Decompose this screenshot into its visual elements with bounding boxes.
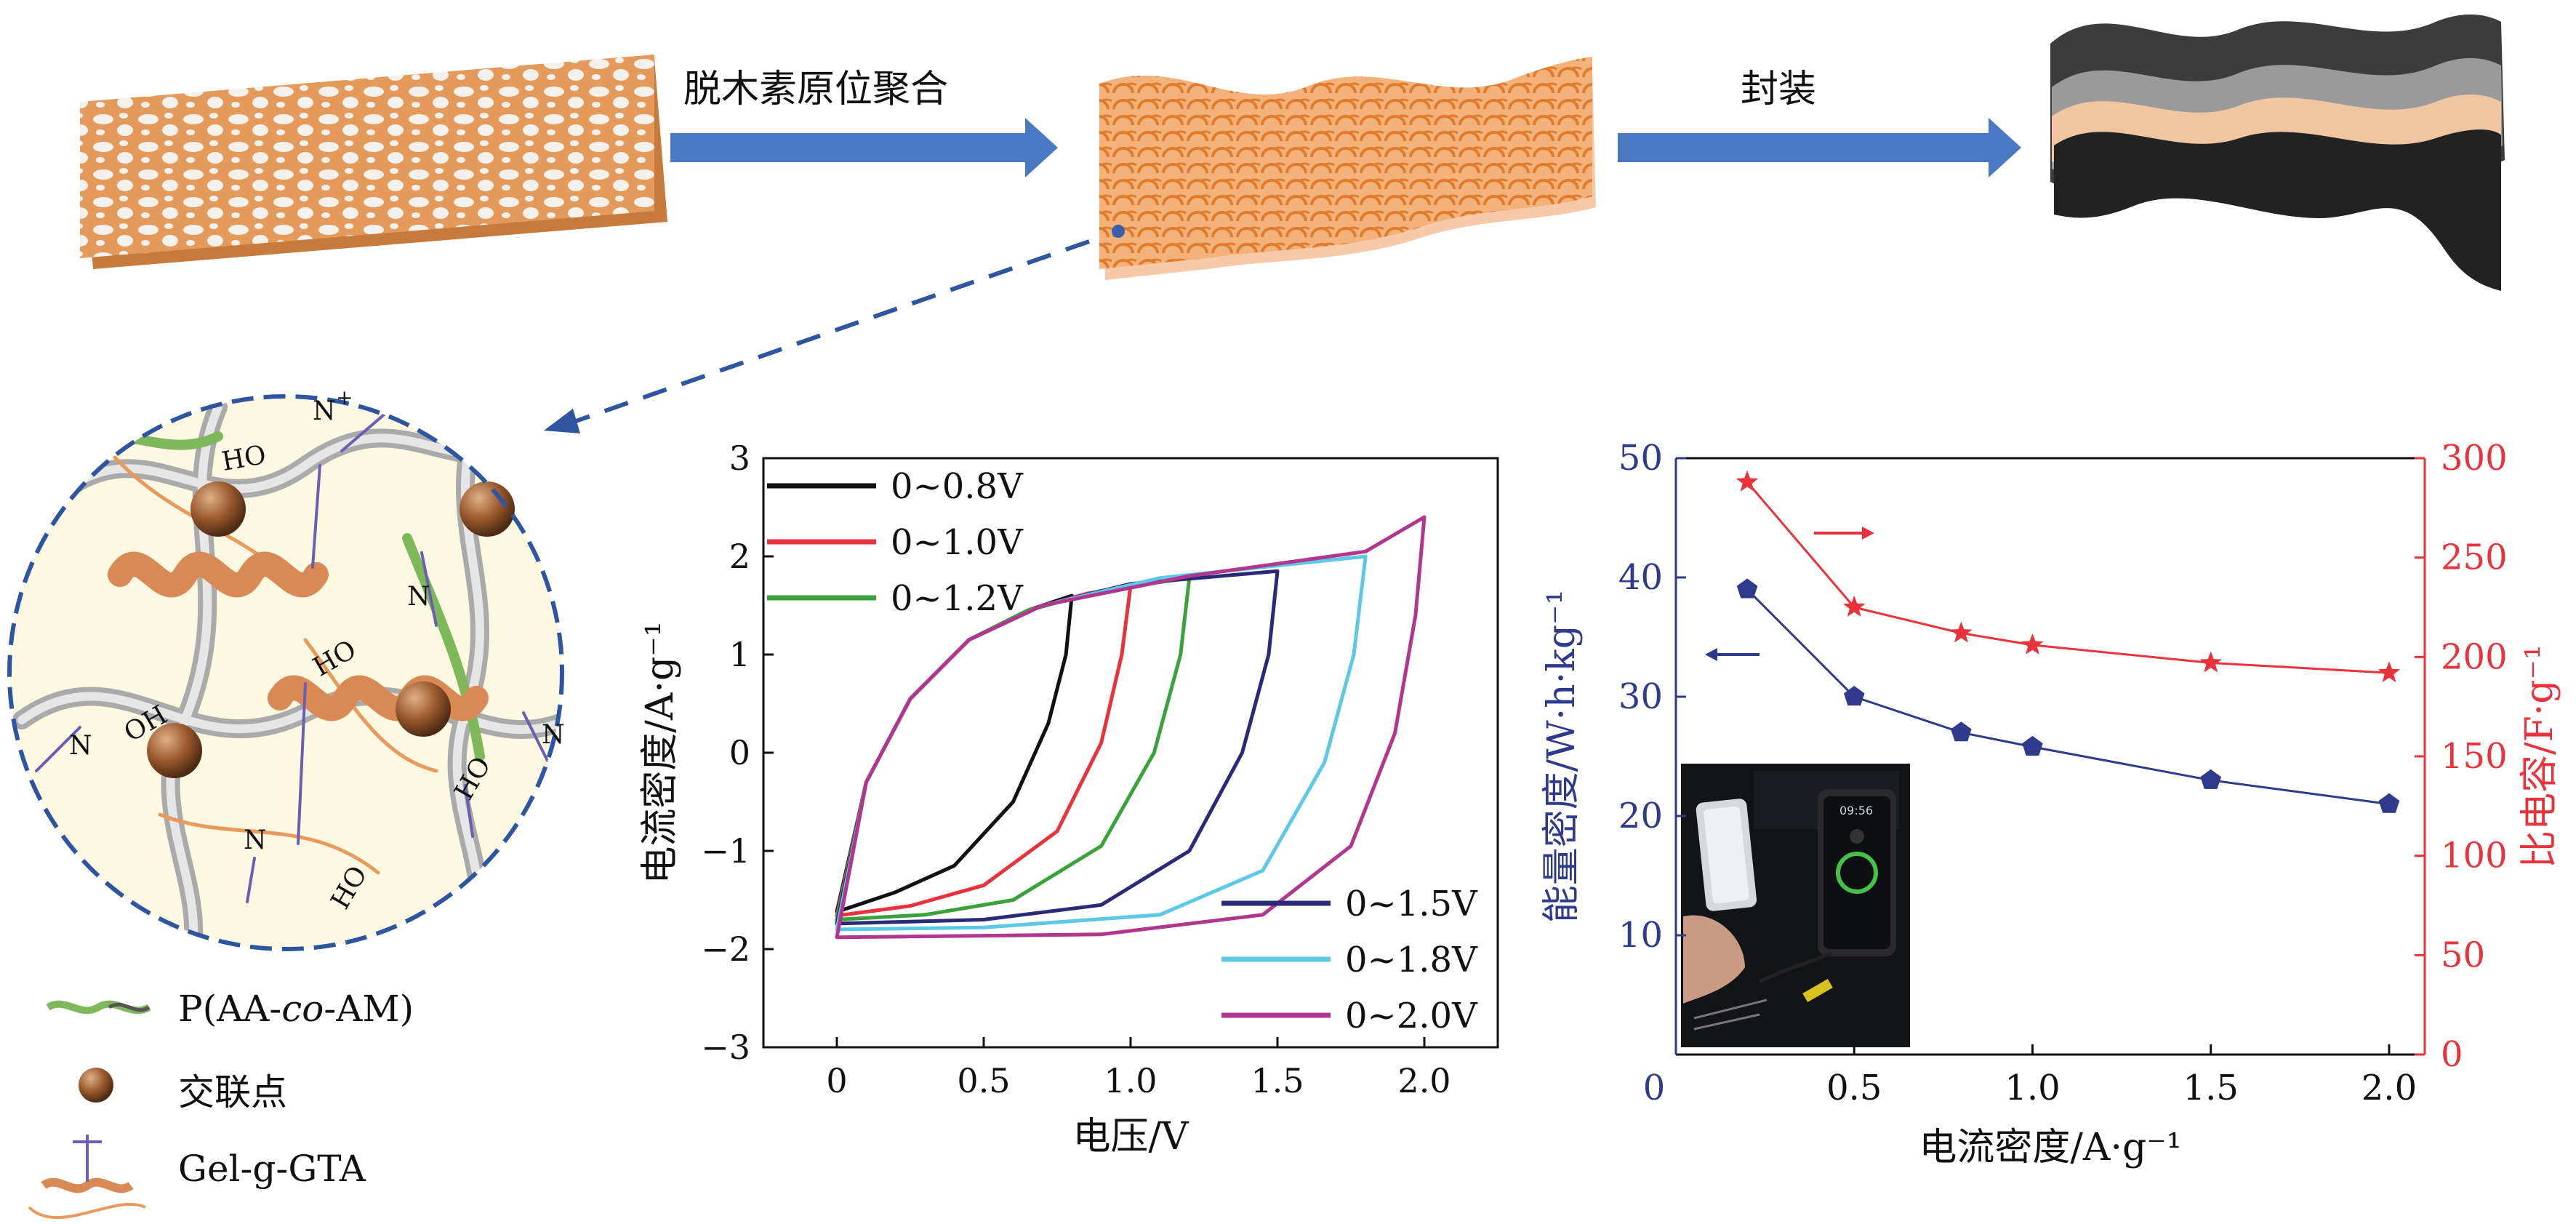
rate-right-axis-label: 比电容/F·g⁻¹ (2518, 644, 2561, 868)
cv-y-tick-label: 1 (729, 635, 750, 674)
rate-marker-capacitance (2021, 633, 2044, 655)
cv-legend-label: 0~1.8V (1345, 940, 1478, 980)
left-axis-indicator-arrowhead (1705, 648, 1717, 661)
cv-y-tick-label: 3 (729, 439, 750, 478)
cv-legend-label: 0~1.2V (891, 578, 1024, 619)
rate-marker-capacitance (1843, 596, 1866, 617)
phone-time: 09:56 (1839, 804, 1874, 817)
rate-left-axis-label: 能量密度/W·h·kg⁻¹ (1540, 590, 1584, 924)
rate-marker-capacitance (2199, 651, 2222, 673)
cv-legend-label: 0~2.0V (1345, 996, 1478, 1036)
rate-right-tick-label: 100 (2441, 836, 2508, 876)
legend-crosslink-glyph (79, 1068, 113, 1103)
rate-origin-label: 0 (1643, 1068, 1666, 1108)
rate-marker-capacitance (1950, 621, 1973, 643)
cv-y-tick-label: −3 (701, 1028, 750, 1067)
molecular-structure-circle (7, 394, 564, 951)
right-axis-indicator-arrowhead (1862, 527, 1874, 540)
rate-right-tick-label: 250 (2441, 537, 2508, 578)
legend-gelatin-label: Gel-g-GTA (178, 1148, 366, 1190)
porous-wood-sheet (80, 55, 667, 269)
rate-left-tick-label: 20 (1618, 796, 1663, 836)
hydrogel-sheet (1099, 57, 1596, 280)
cv-legend-label: 0~1.5V (1345, 884, 1478, 924)
ion-label: N (69, 731, 92, 761)
rate-marker-energy (1736, 578, 1758, 599)
cv-y-tick-label: −2 (701, 929, 750, 969)
rate-line-left (1746, 588, 2390, 806)
cv-legend-label: 0~0.8V (891, 466, 1024, 507)
rate-marker-energy (1951, 721, 1972, 742)
cv-x-tick-label: 0 (826, 1061, 847, 1100)
ion-label: N (313, 396, 336, 426)
rate-x-tick-label: 2.0 (2362, 1068, 2417, 1108)
step2-label: 封装 (1741, 68, 1817, 111)
rate-right-tick-label: 0 (2441, 1034, 2463, 1075)
cv-y-tick-label: 0 (729, 733, 750, 772)
phone-demo-photo (1681, 764, 1910, 1047)
cv-y-tick-label: 2 (729, 537, 750, 576)
ion-label: N (244, 825, 267, 855)
rate-right-tick-label: 150 (2441, 736, 2508, 777)
rate-right-tick-label: 300 (2441, 438, 2508, 479)
rate-right-tick-label: 50 (2441, 935, 2485, 975)
cv-x-axis-label: 电压/V (1072, 1115, 1189, 1159)
step1-label: 脱木素原位聚合 (683, 68, 949, 111)
rate-right-tick-label: 200 (2441, 636, 2508, 677)
supercapacitor-device (2050, 14, 2505, 291)
process-arrow-2 (1618, 118, 2021, 177)
ion-charge: + (336, 385, 353, 409)
rate-left-tick-label: 30 (1618, 676, 1663, 717)
cv-y-tick-label: −1 (701, 831, 750, 871)
rate-line-right (1746, 481, 2390, 674)
cv-x-tick-label: 1.0 (1104, 1061, 1157, 1100)
rate-left-tick-label: 50 (1618, 438, 1663, 479)
cv-x-tick-label: 0.5 (957, 1061, 1010, 1100)
rate-marker-capacitance (2378, 661, 2401, 683)
cv-x-tick-label: 2.0 (1397, 1061, 1450, 1100)
rate-x-tick-label: 1.0 (2005, 1068, 2060, 1108)
legend-crosslink-label: 交联点 (178, 1071, 287, 1113)
cv-x-tick-label: 1.5 (1251, 1061, 1304, 1100)
rate-marker-energy (2200, 769, 2221, 789)
cv-y-axis-label: 电流密度/A·g⁻¹ (638, 621, 682, 884)
ion-label: N (407, 582, 430, 612)
rate-x-axis-label: 电流密度/A·g⁻¹ (1919, 1126, 2181, 1169)
cv-legend-label: 0~1.0V (891, 522, 1024, 563)
rate-left-tick-label: 10 (1618, 915, 1663, 956)
rate-x-tick-label: 0.5 (1826, 1068, 1882, 1108)
rate-x-tick-label: 1.5 (2183, 1068, 2239, 1108)
ion-label: N (542, 720, 565, 750)
zoom-arrow (544, 239, 1090, 433)
process-arrow-1 (670, 118, 1058, 177)
rate-left-tick-label: 40 (1618, 557, 1663, 598)
rate-marker-energy (2022, 735, 2043, 756)
rate-marker-energy (1844, 686, 1865, 706)
rate-marker-capacitance (1736, 470, 1759, 492)
legend-gelatin-glyph (28, 1135, 146, 1220)
legend-copolymer-label: P(AA-co-AM) (178, 988, 414, 1030)
rate-marker-energy (2378, 793, 2400, 813)
